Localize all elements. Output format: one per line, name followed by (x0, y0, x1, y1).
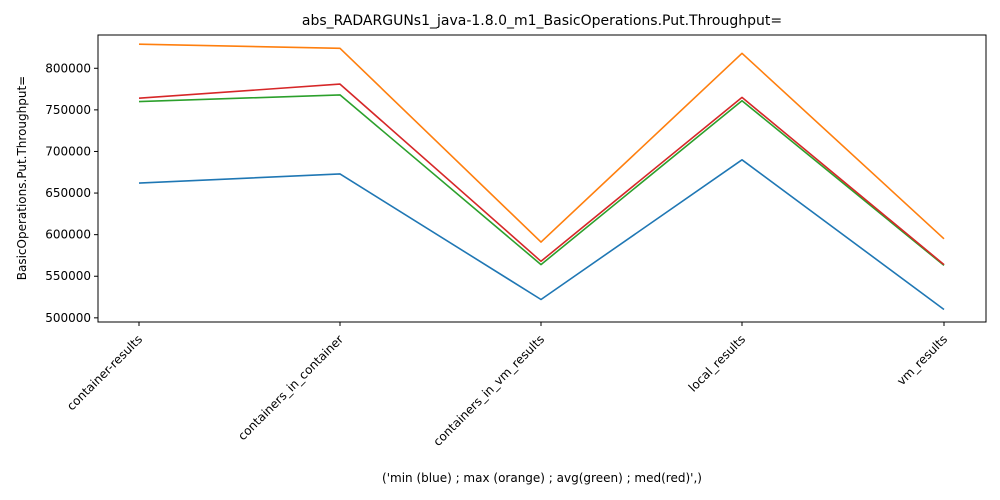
y-tick-label: 750000 (45, 103, 91, 117)
y-axis-title: BasicOperations.Put.Throughput= (15, 76, 29, 280)
y-tick-label: 550000 (45, 269, 91, 283)
y-tick-label: 600000 (45, 228, 91, 242)
series-line-2 (138, 94, 945, 267)
x-tick-label: containers_in_container (235, 332, 346, 443)
series-line-1 (138, 43, 945, 243)
x-tick-label: vm_results (894, 332, 950, 388)
x-tick-label: containers_in_vm_results (430, 332, 547, 449)
y-tick-label: 650000 (45, 186, 91, 200)
x-tick-label: local_results (686, 332, 748, 394)
series-layer (138, 43, 945, 311)
series-line-3 (138, 83, 945, 266)
y-tick-label: 800000 (45, 61, 91, 75)
x-axis: container-results containers_in_container… (64, 322, 950, 449)
y-tick-label: 500000 (45, 311, 91, 325)
chart-title: abs_RADARGUNs1_java-1.8.0_m1_BasicOperat… (302, 13, 782, 29)
y-axis: 500000 550000 600000 650000 700000 750000 8000… (45, 61, 98, 325)
x-tick-label: container-results (64, 332, 145, 413)
plot-frame (97, 34, 987, 323)
y-tick-label: 700000 (45, 144, 91, 158)
x-axis-title: ('min (blue) ; max (orange) ; avg(green)… (382, 471, 702, 485)
series-line-0 (138, 159, 945, 311)
